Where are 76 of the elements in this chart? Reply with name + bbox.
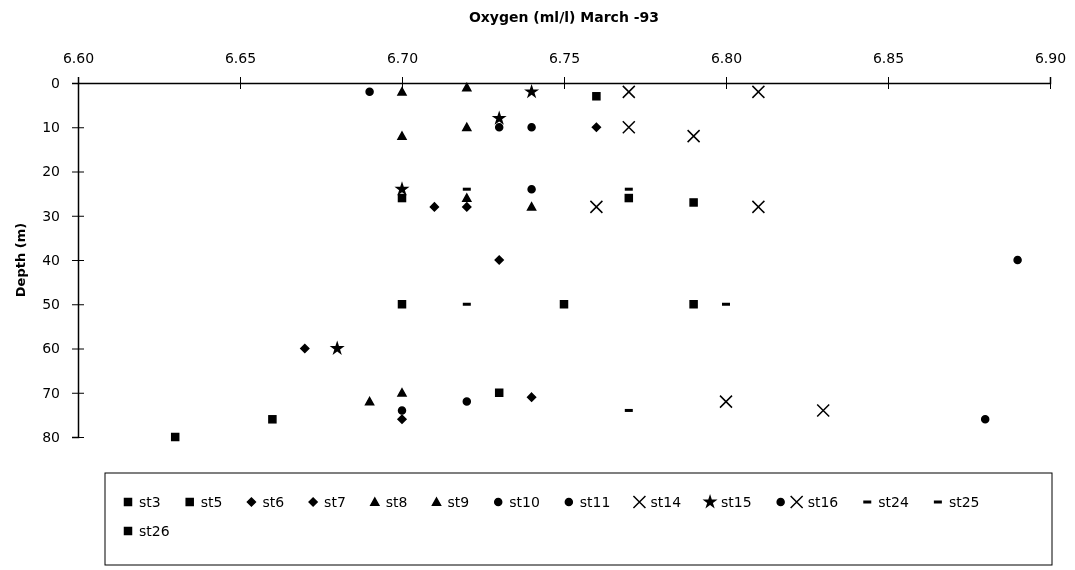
- point: [559, 300, 569, 309]
- point: [719, 394, 733, 409]
- point: [751, 85, 766, 99]
- point: [1013, 255, 1022, 265]
- point: [689, 198, 698, 207]
- legend-label: st25: [948, 494, 980, 510]
- point: [462, 122, 472, 132]
- legend-label: st15: [721, 494, 752, 510]
- x-tick-label: 6.85: [872, 50, 905, 66]
- legend-label: st7: [324, 494, 346, 510]
- point: [816, 403, 830, 418]
- point: [494, 123, 504, 132]
- point: [494, 255, 504, 265]
- point: [462, 202, 472, 212]
- point: [365, 87, 374, 97]
- point: [364, 396, 375, 406]
- point: [462, 82, 472, 92]
- point: [170, 432, 180, 442]
- y-tick-label: 30: [42, 207, 60, 224]
- chart-title: Oxygen (ml/l) March -93: [468, 9, 660, 25]
- y-axis-title: Depth (m): [13, 222, 28, 298]
- legend-label: st9: [447, 494, 470, 510]
- point: [397, 388, 407, 397]
- point: [462, 397, 472, 406]
- point: [686, 129, 701, 143]
- legend-label: st8: [385, 494, 408, 510]
- point: [397, 87, 407, 96]
- x-tick-label: 6.70: [386, 50, 419, 66]
- point: [397, 300, 407, 309]
- y-tick-label: 80: [42, 428, 60, 445]
- point: [268, 415, 277, 424]
- legend-label: st6: [262, 494, 285, 510]
- point: [591, 122, 602, 132]
- point: [589, 200, 604, 214]
- point: [980, 415, 990, 424]
- point: [394, 181, 410, 196]
- y-tick-label: 70: [42, 384, 60, 401]
- point: [491, 110, 507, 125]
- point: [526, 202, 537, 211]
- point: [622, 120, 636, 134]
- legend-label: st3: [139, 494, 161, 510]
- point: [622, 85, 636, 99]
- point: [751, 200, 766, 214]
- point: [397, 406, 407, 415]
- y-tick-label: 0: [51, 74, 60, 91]
- point: [397, 414, 407, 425]
- point: [494, 388, 504, 397]
- point: [329, 340, 345, 355]
- point: [689, 300, 698, 309]
- x-tick-label: 6.90: [1034, 50, 1067, 66]
- x-tick-label: 6.80: [710, 50, 743, 66]
- point: [624, 193, 634, 203]
- point: [300, 343, 310, 354]
- point: [397, 131, 407, 141]
- point: [527, 184, 536, 194]
- legend-label: st26: [139, 523, 170, 539]
- legend-label: st5: [200, 494, 223, 510]
- legend-label: st10: [509, 494, 540, 510]
- legend-label: st14: [650, 494, 682, 510]
- y-tick-label: 50: [42, 296, 60, 313]
- legend-label: st24: [878, 494, 909, 510]
- y-tick-label: 20: [42, 163, 60, 180]
- point: [524, 83, 540, 99]
- x-tick-label: 6.75: [548, 50, 581, 66]
- point: [527, 123, 536, 132]
- point: [592, 92, 601, 101]
- point: [429, 202, 440, 212]
- y-tick-label: 40: [42, 251, 60, 268]
- point: [462, 193, 472, 202]
- x-tick-label: 6.60: [62, 50, 95, 66]
- x-tick-label: 6.65: [224, 50, 257, 66]
- legend-label: st16: [807, 494, 839, 510]
- point: [526, 392, 537, 402]
- y-tick-label: 10: [42, 119, 60, 136]
- legend-label: st11: [579, 494, 611, 510]
- y-tick-label: 60: [42, 340, 60, 357]
